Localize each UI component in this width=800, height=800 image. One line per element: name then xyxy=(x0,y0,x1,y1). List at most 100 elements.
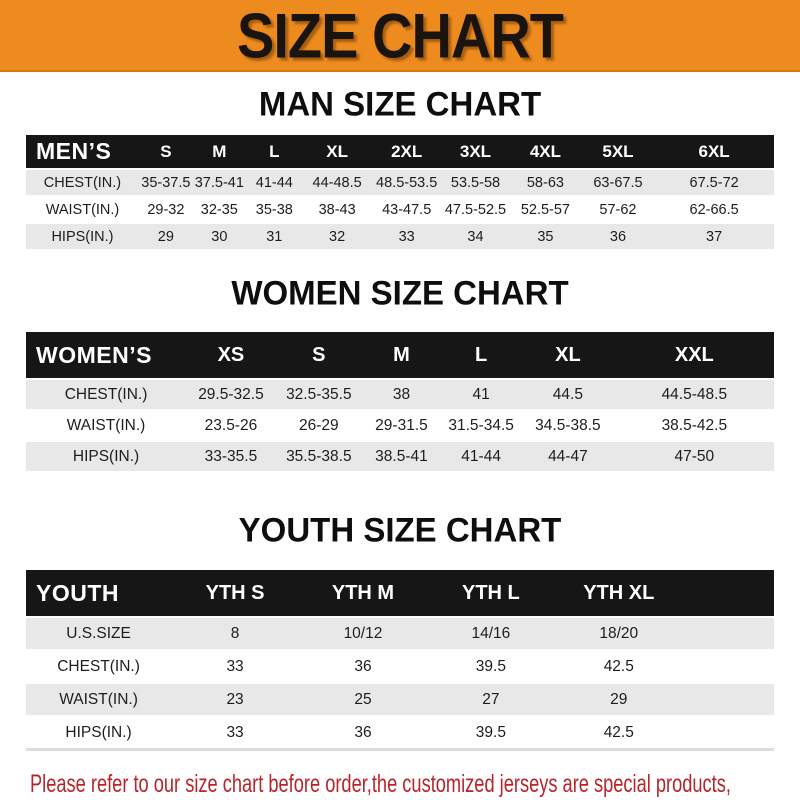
size-column-header: 6XL xyxy=(654,135,774,169)
women-header-row: WOMEN’S XS S M L XL XXL xyxy=(26,332,774,379)
size-value: 39.5 xyxy=(426,649,555,683)
size-column-header: 5XL xyxy=(581,135,655,169)
size-column-header: XL xyxy=(302,135,372,169)
table-row: U.S.SIZE 8 10/12 14/16 18/20 xyxy=(26,616,774,650)
size-column-header: L xyxy=(245,135,303,169)
size-column-header: XXL xyxy=(614,332,774,379)
table-row: CHEST(IN.) 35-37.5 37.5-41 41-44 44-48.5 48.5… xyxy=(26,168,774,196)
size-value: 44.5 xyxy=(521,378,615,410)
size-column-header: 4XL xyxy=(509,135,582,169)
banner-title: SIZE CHART xyxy=(237,0,564,71)
row-label: HIPS(IN.) xyxy=(26,715,172,750)
size-value: 32 xyxy=(302,222,372,249)
size-value: 35-37.5 xyxy=(138,168,193,196)
size-value: 8 xyxy=(171,616,300,650)
size-column-header: 2XL xyxy=(371,135,442,169)
row-label: WAIST(IN.) xyxy=(26,409,187,441)
group-label: MEN’S xyxy=(26,135,139,169)
size-value: 39.5 xyxy=(426,715,555,750)
size-value: 25 xyxy=(299,682,427,716)
size-value: 43-47.5 xyxy=(371,195,442,223)
size-value: 58-63 xyxy=(509,168,582,196)
women-size-chart-title: WOMEN SIZE CHART xyxy=(231,273,569,312)
man-size-chart-title: MAN SIZE CHART xyxy=(258,84,542,123)
filler-cell xyxy=(682,682,774,716)
size-value: 36 xyxy=(581,222,655,249)
size-value: 33 xyxy=(371,222,442,249)
size-value: 53.5-58 xyxy=(441,168,510,196)
size-column-header: L xyxy=(441,332,522,379)
size-value: 37 xyxy=(654,222,774,249)
size-value: 44-47 xyxy=(521,440,615,471)
size-column-header: S xyxy=(275,332,362,379)
size-value: 41 xyxy=(441,378,522,410)
size-value: 23 xyxy=(171,682,300,716)
row-label: CHEST(IN.) xyxy=(26,649,172,683)
row-label: WAIST(IN.) xyxy=(26,682,172,716)
filler-cell xyxy=(682,570,774,617)
size-value: 32.5-35.5 xyxy=(275,378,362,410)
size-value: 38 xyxy=(361,378,442,410)
size-value: 34 xyxy=(441,222,510,249)
row-label: HIPS(IN.) xyxy=(26,440,187,471)
youth-size-chart-title: YOUTH SIZE CHART xyxy=(238,510,562,549)
size-value: 29-31.5 xyxy=(361,409,442,441)
size-value: 29 xyxy=(554,682,683,716)
size-value: 41-44 xyxy=(441,440,522,471)
size-column-header: XS xyxy=(186,332,276,379)
size-value: 47-50 xyxy=(614,440,774,471)
size-value: 38-43 xyxy=(302,195,372,223)
size-value: 57-62 xyxy=(581,195,655,223)
size-value: 29-32 xyxy=(138,195,193,223)
disclaimer-line-1: Please refer to our size chart before or… xyxy=(30,770,731,798)
filler-cell xyxy=(682,715,774,750)
size-column-header: M xyxy=(361,332,442,379)
row-label: CHEST(IN.) xyxy=(26,378,187,410)
filler-cell xyxy=(682,649,774,683)
size-column-header: YTH M xyxy=(299,570,427,617)
size-column-header: YTH L xyxy=(426,570,555,617)
row-label: CHEST(IN.) xyxy=(26,168,139,196)
table-row: WAIST(IN.) 23.5-26 26-29 29-31.5 31.5-34.5 34… xyxy=(26,409,774,441)
row-label: HIPS(IN.) xyxy=(26,222,139,249)
size-column-header: YTH XL xyxy=(554,570,683,617)
size-value: 10/12 xyxy=(299,616,427,650)
table-row: WAIST(IN.) 29-32 32-35 35-38 38-43 43-47.5 47.… xyxy=(26,195,774,223)
size-value: 14/16 xyxy=(426,616,555,650)
size-value: 38.5-42.5 xyxy=(614,409,774,441)
size-value: 63-67.5 xyxy=(581,168,655,196)
filler-cell xyxy=(682,616,774,650)
table-row: HIPS(IN.) 33 36 39.5 42.5 xyxy=(26,715,774,750)
size-value: 62-66.5 xyxy=(654,195,774,223)
size-value: 48.5-53.5 xyxy=(371,168,442,196)
size-value: 52.5-57 xyxy=(509,195,582,223)
size-value: 42.5 xyxy=(554,649,683,683)
youth-size-chart-section: YOUTH SIZE CHART YOUTH YTH S YTH M YTH L YTH… xyxy=(0,510,800,751)
size-value: 35 xyxy=(509,222,582,249)
size-value: 29 xyxy=(138,222,193,249)
size-value: 36 xyxy=(299,649,427,683)
size-value: 35-38 xyxy=(245,195,303,223)
group-label: YOUTH xyxy=(26,570,172,617)
size-value: 41-44 xyxy=(245,168,303,196)
size-column-header: YTH S xyxy=(171,570,300,617)
size-value: 44-48.5 xyxy=(302,168,372,196)
size-value: 30 xyxy=(192,222,246,249)
size-value: 27 xyxy=(426,682,555,716)
men-header-row: MEN’S S M L XL 2XL 3XL 4XL 5XL 6XL xyxy=(26,135,774,169)
table-row: WAIST(IN.) 23 25 27 29 xyxy=(26,682,774,716)
order-disclaimer-note: Please refer to our size chart before or… xyxy=(0,751,800,800)
table-row: HIPS(IN.) 29 30 31 32 33 34 35 36 37 xyxy=(26,222,774,249)
size-value: 33-35.5 xyxy=(186,440,276,471)
size-value: 32-35 xyxy=(192,195,246,223)
group-label: WOMEN’S xyxy=(26,332,187,379)
row-label: U.S.SIZE xyxy=(26,616,172,650)
size-value: 34.5-38.5 xyxy=(521,409,615,441)
size-column-header: S xyxy=(138,135,193,169)
row-label: WAIST(IN.) xyxy=(26,195,139,223)
size-value: 37.5-41 xyxy=(192,168,246,196)
size-value: 44.5-48.5 xyxy=(614,378,774,410)
size-value: 29.5-32.5 xyxy=(186,378,276,410)
size-value: 31.5-34.5 xyxy=(441,409,522,441)
